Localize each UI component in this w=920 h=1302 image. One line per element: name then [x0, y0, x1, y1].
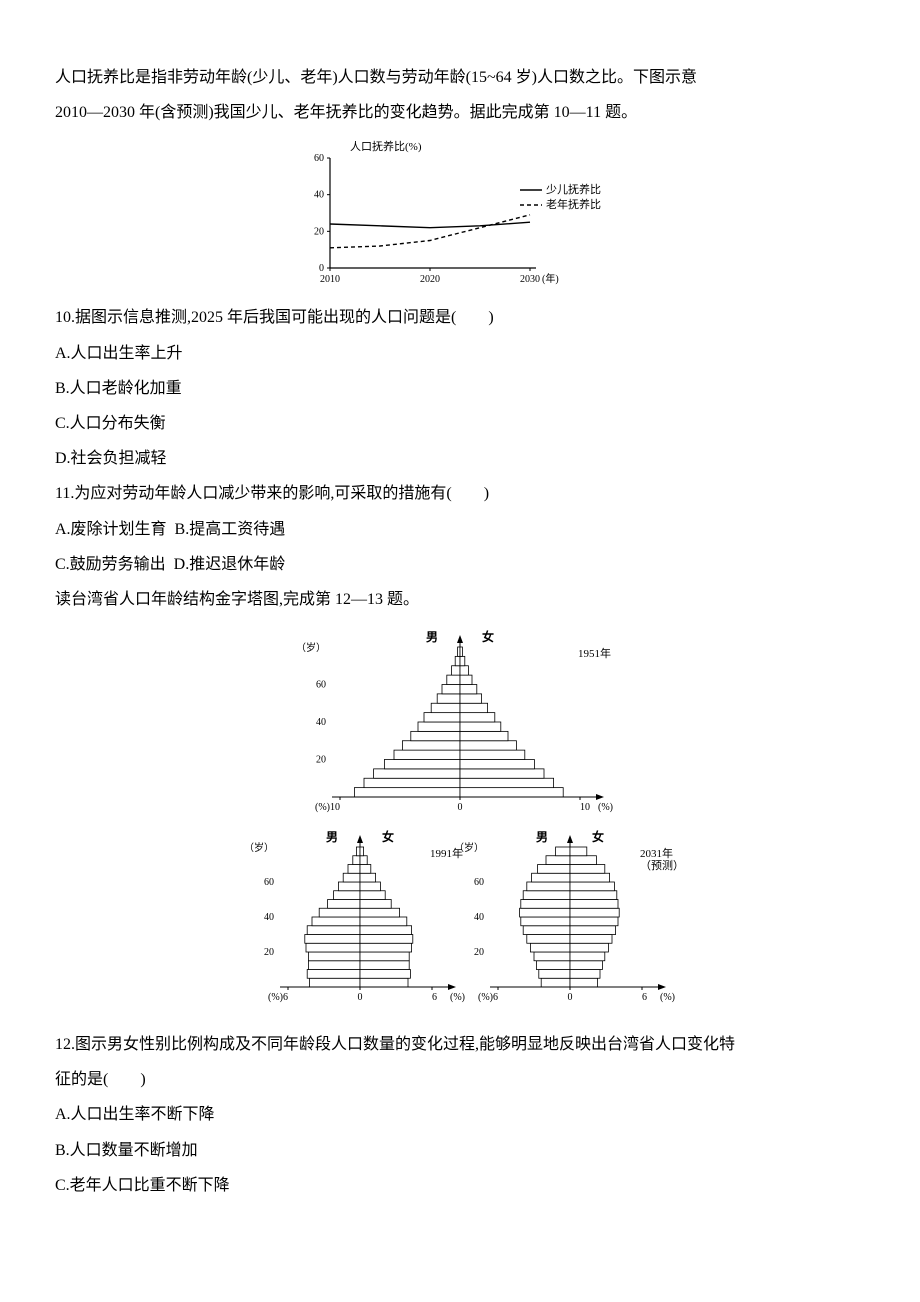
svg-text:60: 60 [316, 680, 326, 691]
svg-text:2030: 2030 [520, 274, 540, 285]
svg-text:20: 20 [264, 947, 274, 958]
svg-text:60: 60 [474, 877, 484, 888]
q10-option-d: D.社会负担减轻 [55, 441, 865, 476]
q11-stem: 11.为应对劳动年龄人口减少带来的影响,可采取的措施有( ) [55, 476, 865, 511]
svg-text:60: 60 [314, 153, 324, 164]
svg-text:(%): (%) [450, 992, 465, 1003]
q12-option-b: B.人口数量不断增加 [55, 1133, 865, 1168]
svg-text:1951年: 1951年 [578, 646, 611, 660]
q11-option-cd: C.鼓励劳务输出 D.推迟退休年龄 [55, 547, 865, 582]
q12-stem-line-1: 12.图示男女性别比例构成及不同年龄段人口数量的变化过程,能够明显地反映出台湾省… [55, 1027, 865, 1062]
svg-text:2031年: 2031年 [640, 846, 673, 860]
population-pyramid-figure: (%)10010(%)204060（岁）男女1951年(%)606(%)2040… [55, 625, 865, 1015]
svg-text:6: 6 [642, 992, 647, 1003]
svg-text:女: 女 [592, 829, 604, 844]
svg-text:6: 6 [432, 992, 437, 1003]
intro-line-3: 读台湾省人口年龄结构金字塔图,完成第 12—13 题。 [55, 582, 865, 617]
svg-text:40: 40 [264, 912, 274, 923]
svg-text:0: 0 [319, 263, 324, 274]
dependency-ratio-chart: 人口抚养比(%) 0 20 40 60 2010 2020 2030(年) 少儿抚养比老年抚养比 [55, 138, 865, 288]
svg-text:少儿抚养比: 少儿抚养比 [546, 182, 601, 196]
svg-text:0: 0 [458, 802, 463, 813]
svg-text:2020: 2020 [420, 274, 440, 285]
svg-text:（岁）: （岁） [296, 641, 326, 654]
intro-line-2: 2010—2030 年(含预测)我国少儿、老年抚养比的变化趋势。据此完成第 10… [55, 95, 865, 130]
svg-text:(%)10: (%)10 [315, 802, 340, 813]
svg-text:0: 0 [358, 992, 363, 1003]
svg-text:（岁）: （岁） [244, 841, 274, 854]
svg-text:女: 女 [482, 629, 494, 644]
q10-option-c: C.人口分布失衡 [55, 406, 865, 441]
q12-option-a: A.人口出生率不断下降 [55, 1097, 865, 1132]
svg-text:（岁）: （岁） [454, 841, 484, 854]
svg-text:20: 20 [474, 947, 484, 958]
q12-stem-line-2: 征的是( ) [55, 1062, 865, 1097]
svg-text:40: 40 [314, 190, 324, 201]
svg-text:0: 0 [568, 992, 573, 1003]
svg-text:2010: 2010 [320, 274, 340, 285]
svg-text:(%)6: (%)6 [268, 992, 288, 1003]
svg-text:女: 女 [382, 829, 394, 844]
svg-text:20: 20 [314, 227, 324, 238]
svg-text:人口抚养比(%): 人口抚养比(%) [350, 139, 422, 153]
intro-line-1: 人口抚养比是指非劳动年龄(少儿、老年)人口数与劳动年龄(15~64 岁)人口数之… [55, 60, 865, 95]
svg-text:40: 40 [474, 912, 484, 923]
svg-text:60: 60 [264, 877, 274, 888]
q10-option-a: A.人口出生率上升 [55, 336, 865, 371]
q10-option-b: B.人口老龄化加重 [55, 371, 865, 406]
svg-text:男: 男 [426, 630, 438, 644]
q11-option-ab: A.废除计划生育 B.提高工资待遇 [55, 512, 865, 547]
svg-text:男: 男 [326, 830, 338, 844]
svg-text:40: 40 [316, 717, 326, 728]
svg-text:20: 20 [316, 755, 326, 766]
svg-text:（预测）: （预测） [640, 859, 680, 872]
q10-stem: 10.据图示信息推测,2025 年后我国可能出现的人口问题是( ) [55, 300, 865, 335]
svg-text:男: 男 [536, 830, 548, 844]
svg-text:老年抚养比: 老年抚养比 [546, 197, 601, 211]
svg-text:(年): (年) [542, 272, 559, 285]
svg-text:(%)6: (%)6 [478, 992, 498, 1003]
svg-text:10: 10 [580, 802, 590, 813]
q12-option-c: C.老年人口比重不断下降 [55, 1168, 865, 1203]
svg-text:(%): (%) [598, 802, 613, 813]
svg-text:(%): (%) [660, 992, 675, 1003]
